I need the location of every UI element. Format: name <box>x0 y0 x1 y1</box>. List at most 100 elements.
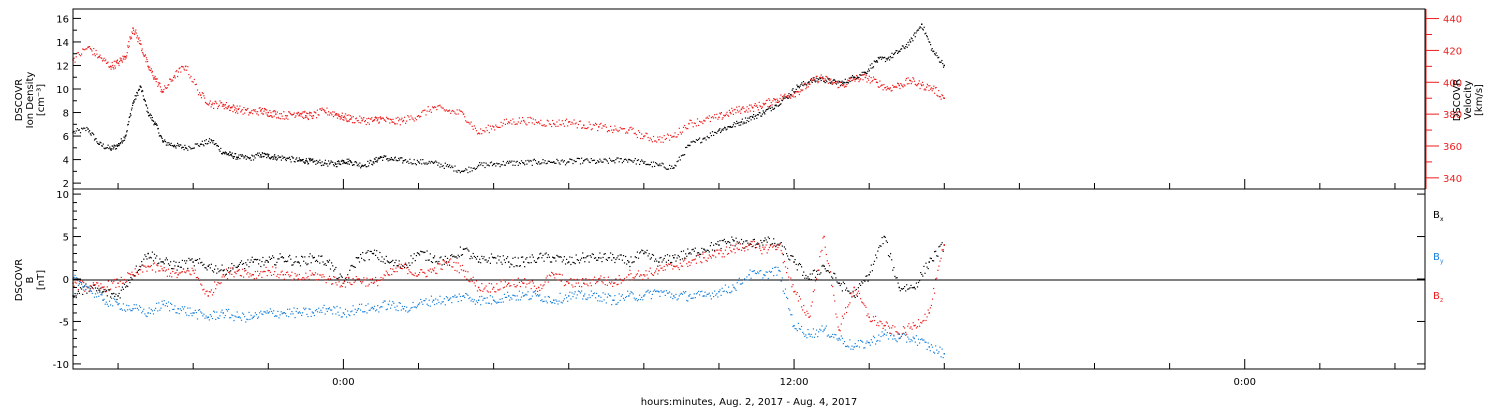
density-point <box>907 41 909 43</box>
density-point <box>203 145 205 147</box>
by-point <box>600 296 602 298</box>
bz-point <box>872 316 875 318</box>
bz-point <box>276 275 278 277</box>
velocity-point <box>618 129 620 131</box>
bz-point <box>734 252 736 254</box>
by-point <box>78 281 80 283</box>
density-point <box>936 55 938 57</box>
density-point <box>773 107 776 109</box>
density-point <box>308 157 310 159</box>
bx-point <box>721 239 723 242</box>
bz-point <box>678 268 680 271</box>
by-point <box>366 312 368 314</box>
velocity-point <box>768 98 770 100</box>
bx-point <box>938 246 940 248</box>
velocity-point <box>207 103 209 106</box>
bx-point <box>861 281 863 283</box>
by-point <box>235 316 237 318</box>
bx-point <box>405 263 407 265</box>
density-point <box>206 143 208 145</box>
velocity-point <box>298 114 300 116</box>
bz-point <box>290 274 292 277</box>
density-point <box>829 81 831 84</box>
velocity-point <box>435 106 437 108</box>
velocity-point <box>771 104 773 106</box>
bx-point <box>301 255 303 257</box>
velocity-point <box>717 118 719 120</box>
density-point <box>665 168 667 170</box>
velocity-point <box>109 65 112 68</box>
bx-point <box>470 255 472 257</box>
velocity-point <box>856 74 858 77</box>
density-point <box>328 163 331 165</box>
density-point <box>181 146 183 148</box>
velocity-point <box>844 85 846 87</box>
by-point <box>484 297 486 299</box>
by-point <box>207 316 209 318</box>
density-point <box>746 120 748 122</box>
bz-point <box>269 271 271 273</box>
density-point <box>130 114 132 116</box>
density-point <box>543 162 545 164</box>
by-point <box>782 290 784 292</box>
density-point <box>79 132 82 134</box>
density-point <box>926 36 928 38</box>
velocity-point <box>261 108 263 110</box>
by-point <box>799 328 802 330</box>
velocity-point <box>542 125 544 127</box>
by-point <box>739 283 741 285</box>
bx-point <box>362 252 364 254</box>
density-point <box>748 120 750 123</box>
density-point <box>291 155 293 158</box>
velocity-point <box>108 66 110 68</box>
bx-point <box>543 260 545 262</box>
by-point <box>365 304 367 307</box>
density-point <box>263 155 265 157</box>
bz-point <box>203 288 205 290</box>
by-point <box>379 307 381 309</box>
velocity-point <box>926 86 928 88</box>
bz-point <box>639 275 641 277</box>
velocity-point <box>452 109 454 112</box>
bz-point <box>364 279 366 281</box>
density-point <box>847 82 849 84</box>
bx-point <box>562 259 564 261</box>
velocity-point <box>141 50 143 52</box>
bz-point <box>145 266 147 268</box>
velocity-point <box>831 83 833 85</box>
velocity-point <box>268 115 270 118</box>
by-point <box>628 295 630 297</box>
velocity-point <box>365 123 367 126</box>
by-point <box>891 333 893 335</box>
bz-point <box>646 274 648 276</box>
density-point <box>252 155 254 157</box>
velocity-point <box>287 118 289 120</box>
bz-point <box>442 259 444 262</box>
bz-point <box>253 278 255 280</box>
velocity-point <box>134 33 136 35</box>
bz-point <box>155 271 157 273</box>
density-point <box>649 164 651 166</box>
density-point <box>595 162 597 164</box>
by-point <box>100 294 102 296</box>
bz-point <box>409 271 411 273</box>
bz-point <box>534 290 537 292</box>
density-point <box>492 163 495 165</box>
density-point <box>221 153 223 155</box>
bz-point <box>511 279 513 281</box>
bx-point <box>563 256 565 258</box>
bx-point <box>309 253 311 255</box>
bz-point <box>293 278 295 280</box>
velocity-point <box>306 112 309 115</box>
bz-point <box>783 260 785 263</box>
velocity-point <box>349 118 351 120</box>
by-point <box>117 303 119 306</box>
density-point <box>454 165 456 167</box>
density-point <box>117 144 119 147</box>
velocity-point <box>390 119 392 121</box>
by-point <box>629 293 631 295</box>
bz-point <box>341 285 343 288</box>
density-point <box>736 122 739 124</box>
velocity-point <box>761 106 763 108</box>
